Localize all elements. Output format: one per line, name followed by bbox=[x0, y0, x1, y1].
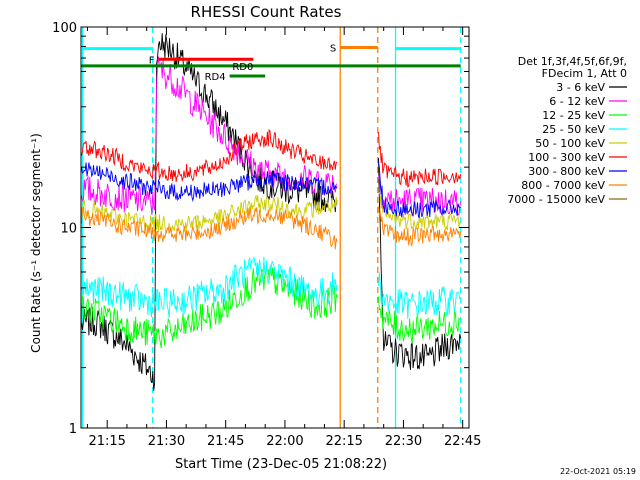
legend-label-0: 3 - 6 keV bbox=[556, 81, 605, 94]
annotation-label-3: S bbox=[330, 44, 336, 55]
x-axis-label: Start Time (23-Dec-05 21:08:22) bbox=[175, 457, 387, 472]
y-axis-label-text: Count Rate (s⁻¹ detector segment⁻¹) bbox=[29, 133, 43, 353]
series-line-2-0 bbox=[81, 265, 338, 349]
series-line-3-1 bbox=[378, 272, 461, 319]
series-line-0-1 bbox=[378, 157, 462, 370]
series-line-7-1 bbox=[378, 206, 462, 247]
x-tick-label-6: 22:45 bbox=[444, 434, 481, 449]
plot-area bbox=[81, 27, 462, 428]
series-line-3-0 bbox=[81, 256, 338, 319]
series-line-5-0 bbox=[81, 128, 338, 183]
legend-label-1: 6 - 12 keV bbox=[549, 95, 605, 108]
chart-title: RHESSI Count Rates bbox=[191, 3, 342, 21]
x-tick-label-4: 22:15 bbox=[325, 434, 362, 449]
legend: Det 1f,3f,4f,5f,6f,9f,FDecim 1, Att 03 -… bbox=[507, 55, 627, 206]
series-line-7-0 bbox=[81, 206, 338, 250]
series-line-6-1 bbox=[378, 161, 461, 219]
annotation-label-0: F bbox=[149, 55, 155, 66]
annotation-label-2: RD4 bbox=[205, 72, 226, 83]
axes-layer: F RD0 RD4 S 21:15 21:30 21:45 22:00 22:15 22:30 22… bbox=[52, 21, 481, 449]
legend-label-4: 50 - 100 keV bbox=[535, 137, 605, 150]
x-tick-label-5: 22:30 bbox=[385, 434, 422, 449]
series-line-5-1 bbox=[378, 131, 462, 188]
data-layer bbox=[81, 27, 462, 428]
series-line-2-1 bbox=[378, 296, 461, 345]
legend-label-2: 12 - 25 keV bbox=[542, 109, 605, 122]
legend-label-7: 800 - 7000 keV bbox=[521, 179, 605, 192]
x-tick-label-2: 21:45 bbox=[207, 434, 244, 449]
y-tick-label-0: 1 bbox=[69, 422, 77, 437]
legend-label-6: 300 - 800 keV bbox=[528, 165, 605, 178]
legend-label-8: 7000 - 15000 keV bbox=[507, 193, 605, 206]
legend-label-5: 100 - 300 keV bbox=[528, 151, 605, 164]
legend-header-1: FDecim 1, Att 0 bbox=[542, 67, 627, 80]
x-tick-label-0: 21:15 bbox=[88, 434, 125, 449]
legend-header-0: Det 1f,3f,4f,5f,6f,9f, bbox=[518, 55, 627, 68]
x-tick-label-3: 22:00 bbox=[266, 434, 303, 449]
footer-timestamp: 22-Oct-2021 05:19 bbox=[560, 467, 636, 476]
series-line-0-0 bbox=[81, 33, 338, 391]
series-line-4-1 bbox=[378, 191, 462, 231]
annotation-label-1: RD0 bbox=[232, 62, 253, 73]
series-line-6-0 bbox=[81, 162, 338, 203]
y-tick-label-1: 10 bbox=[60, 222, 77, 237]
legend-label-3: 25 - 50 keV bbox=[542, 123, 605, 136]
x-tick-label-1: 21:30 bbox=[148, 434, 185, 449]
y-tick-label-2: 100 bbox=[52, 21, 77, 36]
y-axis-label: Count Rate (s⁻¹ detector segment⁻¹) bbox=[29, 133, 43, 353]
